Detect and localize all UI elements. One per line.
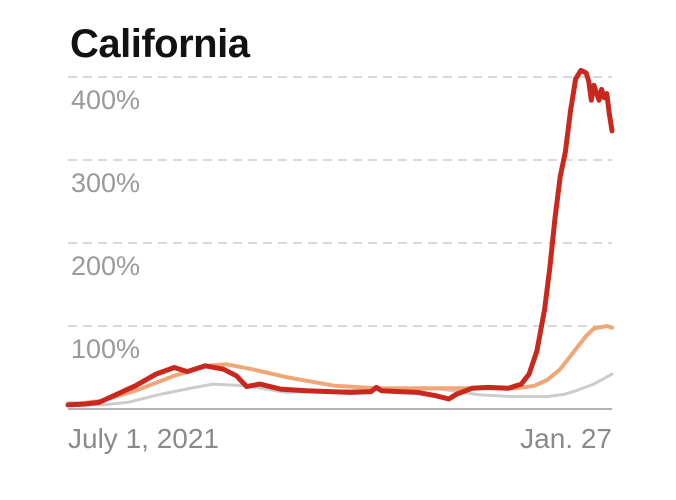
- series-line: [65, 67, 615, 408]
- y-tick-label: 300%: [71, 168, 140, 198]
- x-tick-label: Jan. 27: [520, 423, 612, 454]
- x-axis-ticks: July 1, 2021 Jan. 27: [68, 423, 612, 454]
- y-tick-label: 200%: [71, 251, 140, 281]
- series-lines: [65, 67, 615, 408]
- gridlines: [68, 76, 612, 327]
- x-tick-label: July 1, 2021: [68, 423, 219, 454]
- y-tick-label: 100%: [71, 334, 140, 364]
- y-axis-ticks: 100% 200% 300% 400%: [71, 85, 140, 364]
- y-tick-label: 400%: [71, 85, 140, 115]
- chart-title: California: [70, 22, 250, 66]
